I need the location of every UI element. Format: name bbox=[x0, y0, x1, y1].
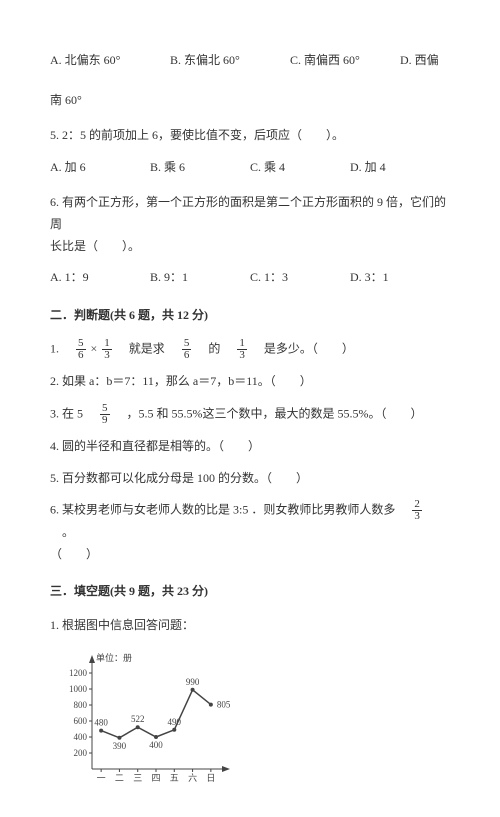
s2-q5: 5. 百分数都可以化成分母是 100 的分数。（ ） bbox=[50, 468, 450, 490]
s2-q4: 4. 圆的半径和直径都是相等的。（ ） bbox=[50, 436, 450, 458]
svg-text:三: 三 bbox=[133, 773, 142, 783]
svg-text:490: 490 bbox=[168, 716, 182, 726]
svg-text:522: 522 bbox=[131, 714, 145, 724]
frac-5-6: 56 bbox=[76, 338, 86, 361]
q4-opt-b: B. 东偏北 60° bbox=[170, 50, 290, 72]
section2-title: 二．判断题(共 6 题，共 12 分) bbox=[50, 305, 450, 327]
svg-text:四: 四 bbox=[151, 773, 160, 783]
frac-1-3-a: 13 bbox=[102, 338, 112, 361]
s2-q1-p3: 就是求 bbox=[117, 342, 177, 356]
svg-text:一: 一 bbox=[97, 773, 106, 783]
svg-text:800: 800 bbox=[74, 700, 88, 710]
q4-opt-c: C. 南偏西 60° bbox=[290, 50, 400, 72]
q6-opt-a: A. 1：9 bbox=[50, 267, 150, 289]
svg-text:400: 400 bbox=[149, 740, 163, 750]
q5-opt-a: A. 加 6 bbox=[50, 157, 150, 179]
q6-options: A. 1：9 B. 9：1 C. 1：3 D. 3：1 bbox=[50, 267, 450, 289]
q5-options: A. 加 6 B. 乘 6 C. 乘 4 D. 加 4 bbox=[50, 157, 450, 179]
q6-opt-d: D. 3：1 bbox=[350, 267, 450, 289]
q5-opt-d: D. 加 4 bbox=[350, 157, 450, 179]
svg-text:805: 805 bbox=[217, 699, 230, 709]
q4-options: A. 北偏东 60° B. 东偏北 60° C. 南偏西 60° D. 西偏 bbox=[50, 50, 450, 72]
s2-q1-p1: 1. bbox=[50, 342, 71, 356]
q5-text: 5. 2：5 的前项加上 6，要使比值不变，后项应（ ）。 bbox=[50, 125, 450, 147]
s2-q6-p2: 。 bbox=[50, 525, 74, 539]
svg-text:1000: 1000 bbox=[69, 684, 88, 694]
svg-text:600: 600 bbox=[74, 716, 88, 726]
q5-opt-b: B. 乘 6 bbox=[150, 157, 250, 179]
q4-opt-d-cont: 南 60° bbox=[50, 90, 450, 112]
s2-q3-p1: 3. 在 5 bbox=[50, 406, 95, 420]
q4-opt-d: D. 西偏 bbox=[400, 50, 450, 72]
q6-text1: 6. 有两个正方形，第一个正方形的面积是第二个正方形面积的 9 倍，它们的周 bbox=[50, 192, 450, 235]
svg-text:单位：册: 单位：册 bbox=[96, 652, 132, 663]
chart-svg: 200 400 600 800 1000 1200 单位：册一二三四五六日 480 390 522… bbox=[60, 647, 230, 787]
q6-opt-c: C. 1：3 bbox=[250, 267, 350, 289]
svg-text:1200: 1200 bbox=[69, 668, 88, 678]
s2-q3: 3. 在 5 59 ，5.5 和 55.5%这三个数中，最大的数是 55.5%。… bbox=[50, 403, 450, 426]
q5-opt-c: C. 乘 4 bbox=[250, 157, 350, 179]
svg-text:五: 五 bbox=[170, 773, 179, 783]
s3-q1: 1. 根据图中信息回答问题： bbox=[50, 615, 450, 637]
frac-1-3-b: 13 bbox=[237, 338, 247, 361]
frac-2-3: 23 bbox=[412, 499, 422, 522]
frac-5-9: 59 bbox=[100, 403, 110, 426]
svg-text:日: 日 bbox=[206, 773, 215, 783]
svg-text:390: 390 bbox=[113, 740, 127, 750]
svg-text:990: 990 bbox=[186, 676, 200, 686]
s2-q2: 2. 如果 a：b＝7：11，那么 a＝7，b＝11。（ ） bbox=[50, 371, 450, 393]
s2-q3-p2: ，5.5 和 55.5%这三个数中，最大的数是 55.5%。（ ） bbox=[115, 406, 423, 420]
frac-5-6-b: 56 bbox=[182, 338, 192, 361]
s2-q1-p5: 是多少。（ ） bbox=[252, 342, 354, 356]
svg-text:二: 二 bbox=[115, 773, 124, 783]
line-chart: 200 400 600 800 1000 1200 单位：册一二三四五六日 480 390 522… bbox=[60, 647, 450, 787]
q6-text2: 长比是（ ）。 bbox=[50, 236, 450, 258]
q4-opt-a: A. 北偏东 60° bbox=[50, 50, 170, 72]
section3-title: 三．填空题(共 9 题，共 23 分) bbox=[50, 581, 450, 603]
svg-text:六: 六 bbox=[188, 772, 197, 783]
s2-q6: 6. 某校男老师与女老师人数的比是 3:5 ．则女教师比男教师人数多 23 。 bbox=[50, 499, 450, 544]
s2-q6-p1: 6. 某校男老师与女老师人数的比是 3:5 ．则女教师比男教师人数多 bbox=[50, 502, 407, 516]
svg-text:400: 400 bbox=[74, 732, 88, 742]
s2-q1-p4: 的 bbox=[196, 342, 232, 356]
q6-opt-b: B. 9：1 bbox=[150, 267, 250, 289]
s2-q1-p2: × bbox=[91, 342, 98, 356]
s2-q6-p3: （ ） bbox=[50, 544, 450, 566]
svg-text:480: 480 bbox=[94, 717, 108, 727]
svg-text:200: 200 bbox=[74, 748, 88, 758]
s2-q1: 1. 56 × 13 就是求 56 的 13 是多少。（ ） bbox=[50, 338, 450, 361]
